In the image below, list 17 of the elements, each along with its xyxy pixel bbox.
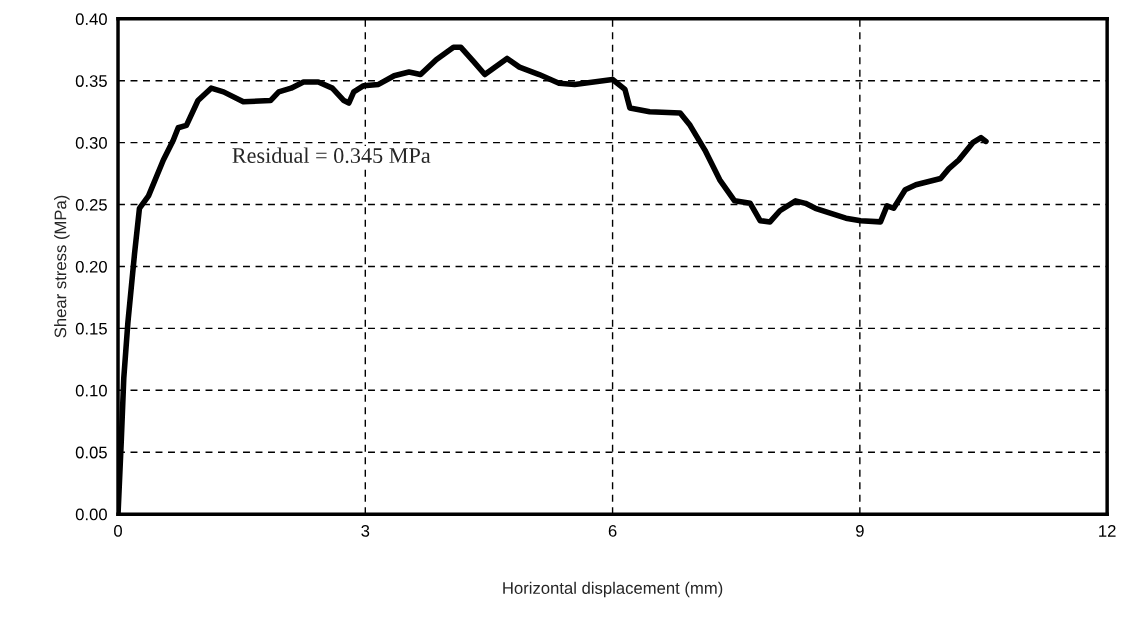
- x-tick-label: 6: [608, 525, 617, 537]
- x-axis-title: Horizontal displacement (mm): [503, 581, 723, 598]
- y-tick-label: 0.30: [75, 137, 107, 149]
- x-tick-label: 3: [361, 525, 370, 537]
- annotation: Residual = 0.345 MPa: [232, 147, 431, 164]
- y-tick-label: 0.15: [75, 322, 107, 335]
- y-axis-title: Shear stress (MPa): [54, 195, 70, 338]
- x-tick-label: 0: [114, 525, 122, 537]
- y-tick-label: 0.25: [75, 198, 107, 211]
- x-tick-label: 9: [856, 525, 864, 537]
- y-tick-label: 0.10: [75, 384, 107, 397]
- y-tick-label: 0.20: [75, 260, 107, 273]
- y-tick-label: 0.40: [75, 13, 107, 26]
- y-tick-label: 0.00: [75, 508, 107, 521]
- x-tick-label: 12: [1099, 525, 1116, 537]
- y-tick-label: 0.05: [75, 446, 107, 459]
- y-tick-label: 0.35: [75, 75, 107, 87]
